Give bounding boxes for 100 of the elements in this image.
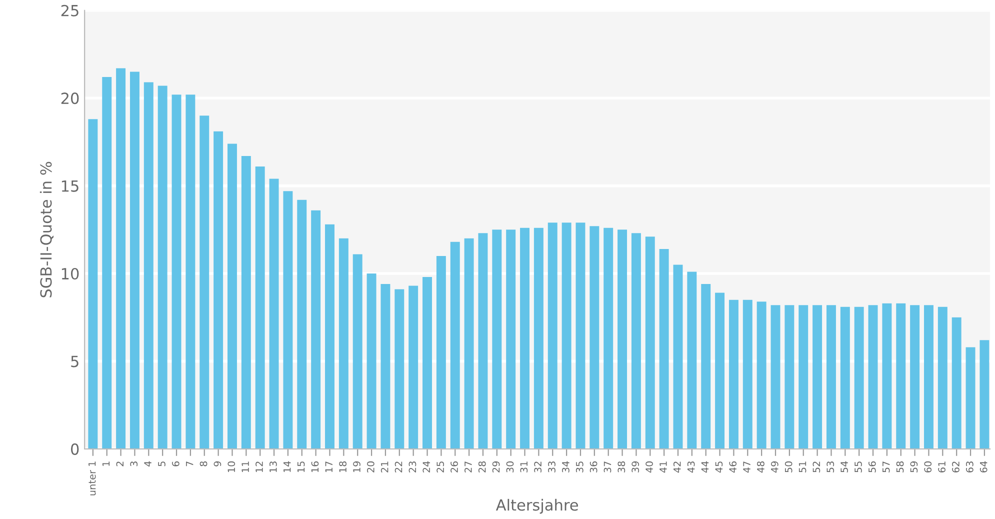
x-tick-label: 30 xyxy=(506,461,514,472)
bar xyxy=(673,264,683,449)
x-tick-label: 64 xyxy=(980,461,988,472)
bar xyxy=(366,274,376,449)
bar xyxy=(770,305,780,449)
bar xyxy=(854,306,864,449)
x-tick-label: 43 xyxy=(687,462,695,473)
bar xyxy=(380,284,390,449)
x-tick-label: 36 xyxy=(590,461,598,472)
bar xyxy=(186,94,196,449)
y-tick-label: 20 xyxy=(61,92,79,104)
bar xyxy=(214,131,224,449)
x-tick-label: 41 xyxy=(660,462,667,473)
bar xyxy=(172,94,182,449)
bar xyxy=(618,230,628,449)
bar xyxy=(478,233,488,449)
x-tick-label: 56 xyxy=(868,461,876,472)
bar xyxy=(924,305,934,449)
x-tick-label: 57 xyxy=(882,462,890,472)
x-tick-label: 51 xyxy=(798,462,806,472)
bar xyxy=(715,292,725,449)
x-tick-label: 53 xyxy=(826,462,834,472)
bar xyxy=(896,303,906,449)
bar xyxy=(701,284,711,449)
bar xyxy=(408,286,418,449)
y-axis-title: SGB-II-Quote in % xyxy=(40,162,54,298)
bar xyxy=(812,305,822,449)
x-tick-label: 47 xyxy=(743,462,750,473)
bar xyxy=(882,303,892,449)
x-tick-label: 18 xyxy=(339,461,346,472)
bar xyxy=(506,230,516,449)
x-tick-label: 25 xyxy=(436,462,444,472)
bar xyxy=(422,277,432,449)
bar xyxy=(728,300,738,449)
bar xyxy=(756,302,766,449)
x-tick-label: 20 xyxy=(367,461,374,472)
bar xyxy=(784,305,794,449)
x-tick-label: 35 xyxy=(576,462,584,472)
bar xyxy=(631,233,641,449)
x-tick-label: 60 xyxy=(924,461,932,472)
bar xyxy=(102,77,112,449)
x-tick-label: 14 xyxy=(284,461,291,472)
y-tick-label: 25 xyxy=(61,4,78,16)
x-tick-label: 24 xyxy=(422,461,430,472)
x-tick-label: 34 xyxy=(562,461,570,472)
x-tick-label: 29 xyxy=(492,461,500,472)
x-tick-label: 13 xyxy=(269,462,277,472)
bar xyxy=(687,272,697,449)
x-tick-label: 28 xyxy=(478,461,486,472)
x-tick-label: 58 xyxy=(896,461,904,472)
bar xyxy=(645,236,655,449)
x-tick-label: 42 xyxy=(673,462,681,473)
x-tick-label: 62 xyxy=(952,462,960,472)
bar xyxy=(938,306,948,449)
bar xyxy=(868,305,878,449)
x-tick-label: 17 xyxy=(325,462,332,472)
x-tick-label: 15 xyxy=(297,462,305,472)
bar xyxy=(659,248,669,449)
bar xyxy=(269,178,279,449)
bar xyxy=(966,347,976,449)
y-tick-label: 0 xyxy=(71,443,79,455)
x-tick-label: 6 xyxy=(172,461,180,466)
bar xyxy=(840,306,850,449)
x-tick-label: 33 xyxy=(548,462,556,472)
bar xyxy=(548,222,558,449)
bar xyxy=(742,300,752,449)
x-tick-label: 23 xyxy=(408,462,416,472)
x-tick-label: 27 xyxy=(464,462,472,472)
x-tick-label: 45 xyxy=(715,462,723,473)
bar xyxy=(980,340,990,449)
y-tick-label: 5 xyxy=(71,356,78,368)
bar xyxy=(297,200,307,449)
x-tick-label: 12 xyxy=(256,462,263,472)
bar xyxy=(798,305,808,449)
bar xyxy=(826,305,836,449)
bar xyxy=(604,228,614,449)
x-tick-label: 50 xyxy=(784,461,792,472)
bar xyxy=(116,68,126,449)
x-tick-label: 8 xyxy=(200,461,208,466)
x-tick-label: 10 xyxy=(228,461,236,472)
bar xyxy=(910,305,920,449)
bar xyxy=(562,222,572,449)
x-tick-label: 31 xyxy=(520,462,528,472)
bar xyxy=(88,119,98,449)
x-tick-label: 39 xyxy=(632,461,640,472)
x-tick-label: 44 xyxy=(701,461,709,473)
x-tick-label: 3 xyxy=(130,462,138,466)
x-tick-label: 4 xyxy=(144,461,152,466)
bar xyxy=(394,289,404,449)
x-tick-label: 55 xyxy=(854,462,862,472)
x-tick-label: 37 xyxy=(604,462,612,472)
bar xyxy=(464,238,474,449)
bar xyxy=(325,224,334,449)
bar xyxy=(311,210,321,449)
bar xyxy=(352,254,362,449)
x-tick-label: 16 xyxy=(311,461,319,472)
x-tick-label: 7 xyxy=(186,462,194,466)
bar xyxy=(144,82,154,449)
x-tick-label: 59 xyxy=(910,461,918,472)
x-tick-label: 52 xyxy=(812,462,820,472)
